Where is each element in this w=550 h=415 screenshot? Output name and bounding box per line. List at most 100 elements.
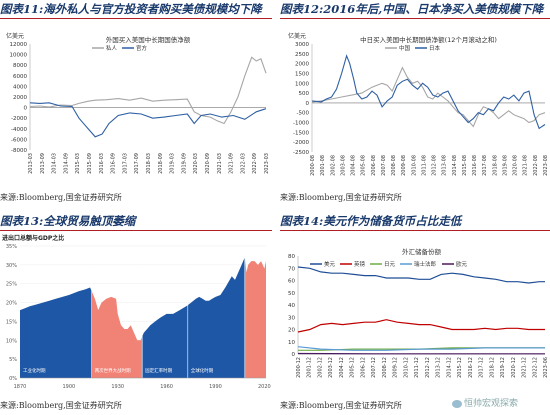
source-note: 来源:Bloomberg,国金证券研究所 xyxy=(0,401,122,410)
series-line xyxy=(297,266,545,284)
x-tick-label: 2000-12 xyxy=(296,357,302,378)
y-tick-label: 2500 xyxy=(295,52,309,58)
y-tick-label: 80 xyxy=(288,254,295,260)
x-tick-label: 2023-08 xyxy=(543,155,549,176)
x-tick-label: 2018-12 xyxy=(489,357,495,378)
figure-title: 图表14:美元作为储备货币占比走低 xyxy=(280,214,462,228)
y-tick-label: 25% xyxy=(6,282,17,288)
y-tick-label: -6000 xyxy=(11,137,27,143)
y-tick-label: 4000 xyxy=(13,84,27,90)
y-tick-label: 6000 xyxy=(13,74,27,80)
x-tick-label: 2014-12 xyxy=(446,357,452,378)
legend-label: 日元 xyxy=(384,261,396,268)
series-line xyxy=(312,66,546,128)
x-tick-label: 2018-09 xyxy=(158,153,164,174)
source-note: 来源:Bloomberg,国金证券研究所 xyxy=(280,193,402,202)
era-area xyxy=(244,257,266,378)
series-line xyxy=(297,319,545,333)
x-tick-label: 2014-03 xyxy=(52,153,58,174)
y-tick-label: 500 xyxy=(299,91,310,97)
x-tick-label: 2021-12 xyxy=(522,357,528,378)
title-rule xyxy=(0,18,272,19)
era-area xyxy=(142,305,188,378)
x-tick-label: 1960 xyxy=(160,384,173,390)
x-tick-label: 2015-03 xyxy=(75,153,81,174)
figure-11: 图表11:海外私人与官方投资者购买美债规模均下降 亿美元 外国买入美国中长期国债净… xyxy=(0,0,272,207)
x-tick-label: 1900 xyxy=(63,384,76,390)
x-tick-label: 2020 xyxy=(258,384,271,390)
legend-label: 私人 xyxy=(106,44,118,52)
y-tick-label: -1000 xyxy=(293,121,309,127)
title-rule xyxy=(280,18,550,19)
wechat-icon xyxy=(452,399,462,408)
series-line xyxy=(297,346,545,351)
x-tick-label: 2012-08 xyxy=(432,155,438,176)
x-tick-label: 2010-08 xyxy=(411,155,417,176)
era-label: 全球化时期 xyxy=(191,367,214,374)
series-line xyxy=(29,56,267,125)
y-tick-label: -8000 xyxy=(11,148,27,154)
y-tick-label: -2000 xyxy=(11,116,27,122)
x-tick-label: 2004-12 xyxy=(339,357,345,378)
y-tick-label: -500 xyxy=(297,111,310,117)
y-tick-label: 2000 xyxy=(295,62,309,68)
series-line xyxy=(312,54,546,130)
x-tick-label: 2017-03 xyxy=(122,153,128,174)
y-tick-label: -1500 xyxy=(293,130,309,136)
y-tick-label: -4000 xyxy=(11,127,27,133)
x-tick-label: 2016-12 xyxy=(468,357,474,378)
x-tick-label: 2006-08 xyxy=(371,155,377,176)
x-tick-label: 2020-12 xyxy=(511,357,517,378)
y-tick-label: -2500 xyxy=(293,150,309,156)
y-tick-label: 10% xyxy=(6,338,17,344)
x-tick-label: 2022-08 xyxy=(533,155,539,176)
x-tick-label: 2020-09 xyxy=(205,153,211,174)
china-japan-chart: 亿美元 中日买入美国中长期国债净额(12个月滚动之和) 3000 2500 2000 15… xyxy=(288,32,549,176)
y-tick-label: 5% xyxy=(9,357,17,363)
x-tick-label: 2023-03 xyxy=(264,153,270,174)
chart-title: 中日买入美国中长期国债净额(12个月滚动之和) xyxy=(360,35,497,44)
trade-gdp-chart: 进出口总额与GDP之比 35% 30% 25% 20% 15% 10% 5% 0% 工业化时期 两次… xyxy=(2,234,271,390)
era-area xyxy=(20,287,92,378)
x-tick-label: 2010-12 xyxy=(403,357,409,378)
y-tick-label: 35% xyxy=(6,244,17,250)
x-tick-label: 2007-08 xyxy=(381,155,387,176)
x-tick-label: 2023-06 xyxy=(543,357,549,378)
x-tick-label: 2019-08 xyxy=(502,155,508,176)
x-tick-label: 2020-03 xyxy=(193,153,199,174)
y-tick-label: 50 xyxy=(288,291,295,297)
y-tick-label: 3000 xyxy=(295,42,309,48)
era-label: 两次世界大战时期 xyxy=(95,367,131,374)
y-tick-label: 15% xyxy=(6,319,17,325)
chart-title: 进出口总额与GDP之比 xyxy=(2,234,64,242)
x-tick-label: 2015-12 xyxy=(457,357,463,378)
x-tick-label: 2016-09 xyxy=(111,153,117,174)
legend-label: 中国 xyxy=(399,44,411,52)
figure-13: 图表13:全球贸易触顶萎缩 进出口总额与GDP之比 35% 30% 25% 20% 15%… xyxy=(0,212,272,415)
watermark: 恒帅宏观探索 xyxy=(452,396,518,409)
x-tick-label: 2002-12 xyxy=(317,357,323,378)
source-note: 来源:Bloomberg,国金证券研究所 xyxy=(0,193,122,202)
x-tick-label: 2007-12 xyxy=(371,357,377,378)
y-tick-label: 0% xyxy=(9,376,17,382)
x-tick-label: 2021-09 xyxy=(229,153,235,174)
x-tick-label: 2006-12 xyxy=(360,357,366,378)
source-note: 来源:Bloomberg,国金证券研究所 xyxy=(280,401,402,410)
x-tick-label: 2000-08 xyxy=(310,155,316,176)
chart-title: 外汇储备份额 xyxy=(402,247,442,256)
y-tick-label: 20 xyxy=(288,328,295,334)
y-tick-label: 12000 xyxy=(10,42,28,48)
chart-title: 外国买入美国中长期国债净额 xyxy=(106,35,191,44)
x-tick-label: 2017-09 xyxy=(134,153,140,174)
x-tick-label: 2005-08 xyxy=(361,155,367,176)
x-tick-label: 2012-12 xyxy=(425,357,431,378)
x-tick-label: 2009-08 xyxy=(401,155,407,176)
y-tick-label: 0 xyxy=(306,101,310,107)
title-rule xyxy=(0,230,272,231)
y-tick-label: 20% xyxy=(6,301,17,307)
legend-label: 瑞士法郎 xyxy=(414,260,437,268)
x-tick-label: 2001-08 xyxy=(320,155,326,176)
x-tick-label: 2003-12 xyxy=(328,357,334,378)
x-tick-label: 2014-08 xyxy=(452,155,458,176)
figure-14: 图表14:美元作为储备货币占比走低 %外汇储备份额807060504030201… xyxy=(280,212,550,415)
